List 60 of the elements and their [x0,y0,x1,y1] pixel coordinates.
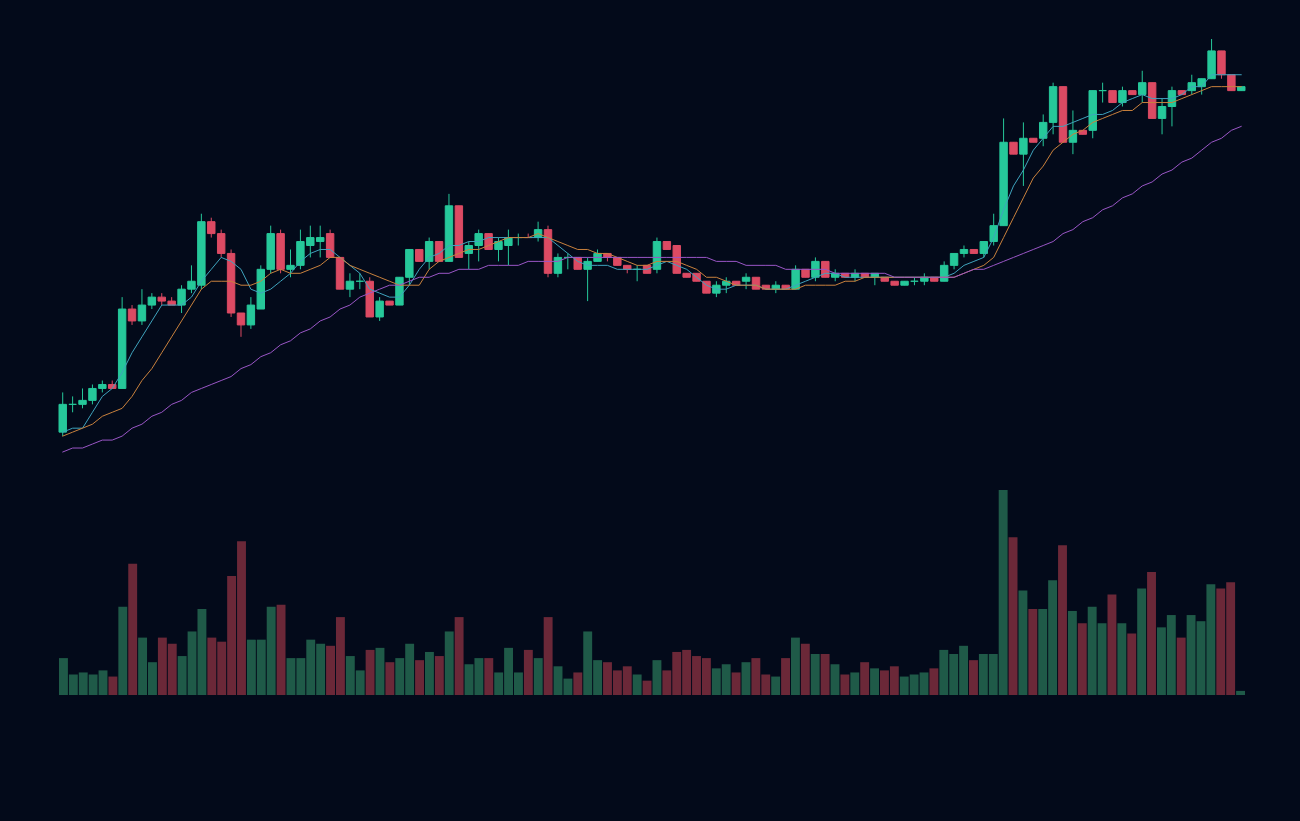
candlestick [1217,50,1226,80]
bar [860,662,870,695]
bar [375,647,385,695]
bar [790,637,800,695]
bar [741,662,751,695]
bar [870,668,880,695]
bar [1127,633,1137,695]
bar [365,649,375,695]
candlestick [1118,86,1127,108]
candlestick [345,272,355,298]
bar [771,676,781,695]
candlestick [1138,70,1147,104]
bar [1176,637,1186,695]
bar [108,676,118,695]
bar [1077,623,1087,695]
candlestick [741,272,751,290]
bar [1236,690,1245,695]
candlestick [959,245,969,258]
bar [1147,572,1156,695]
bar [810,654,820,695]
bar [1137,588,1147,695]
candlestick [1157,98,1167,135]
bar [1008,537,1018,695]
bar [118,606,128,695]
bar [1018,590,1028,695]
bar [543,617,553,695]
bar [632,674,642,695]
bar [573,672,583,695]
bar [128,563,138,695]
bar [830,664,840,695]
bar [484,658,494,695]
bar [800,643,810,695]
candlestick [286,248,295,278]
bar [731,672,741,695]
bar [533,658,543,695]
bar [1117,623,1127,695]
bar [454,617,464,695]
bar [642,680,652,695]
bar [1058,545,1067,695]
candlestick [375,296,384,322]
bar [434,656,444,695]
bar [444,631,454,695]
candlestick [424,237,434,270]
bar [850,672,860,695]
bar [424,651,434,695]
bar [929,668,939,695]
candlestick [236,312,246,338]
bar [840,674,850,695]
bar [652,660,662,695]
bar [276,604,286,695]
candlestick [127,304,137,326]
bar [415,660,424,695]
bar [781,658,790,695]
bar [385,662,395,695]
bar [1067,610,1077,695]
bar [523,649,533,695]
candlestick [1019,121,1028,187]
bar [969,660,978,695]
bar [820,654,830,695]
bar [1028,608,1038,695]
